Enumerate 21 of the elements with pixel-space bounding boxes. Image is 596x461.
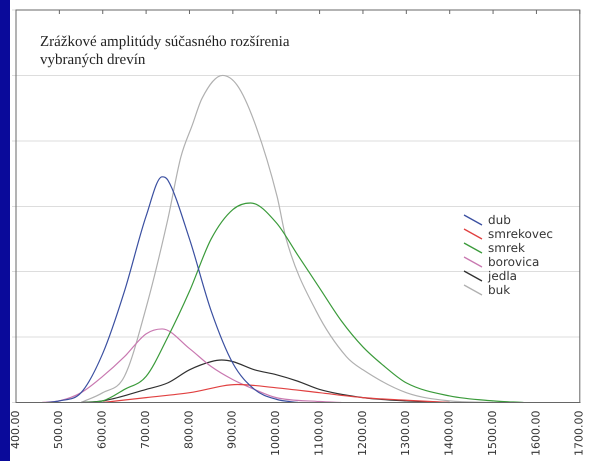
legend-label: dub (488, 213, 511, 227)
x-tick-label: 700.00 (138, 410, 152, 450)
legend-label: smrek (488, 241, 525, 255)
x-tick-label: 1100.00 (312, 410, 326, 456)
x-tick-label: 500.00 (52, 410, 66, 450)
x-tick-label: 1000.00 (269, 410, 282, 456)
legend-label: borovica (488, 255, 540, 269)
x-tick-label: 800.00 (182, 410, 196, 450)
x-tick-label: 1700.00 (572, 410, 586, 456)
x-tick-label: 1300.00 (399, 410, 412, 456)
legend-label: jedla (488, 269, 518, 283)
legend-label: buk (488, 283, 510, 297)
x-tick-label: 1400.00 (442, 410, 456, 456)
x-tick-label: 1500.00 (486, 410, 499, 456)
x-tick-label: 1600.00 (529, 410, 542, 456)
legend-label: smrekovec (488, 227, 553, 241)
chart-title: Zrážkové amplitúdy súčasného rozšírenia vybraných drevín (40, 33, 290, 69)
x-tick-label: 900.00 (226, 410, 239, 450)
x-tick-label: 1200.00 (356, 410, 369, 456)
x-tick-label: 600.00 (96, 410, 109, 450)
x-tick-label: 400.00 (8, 410, 22, 450)
